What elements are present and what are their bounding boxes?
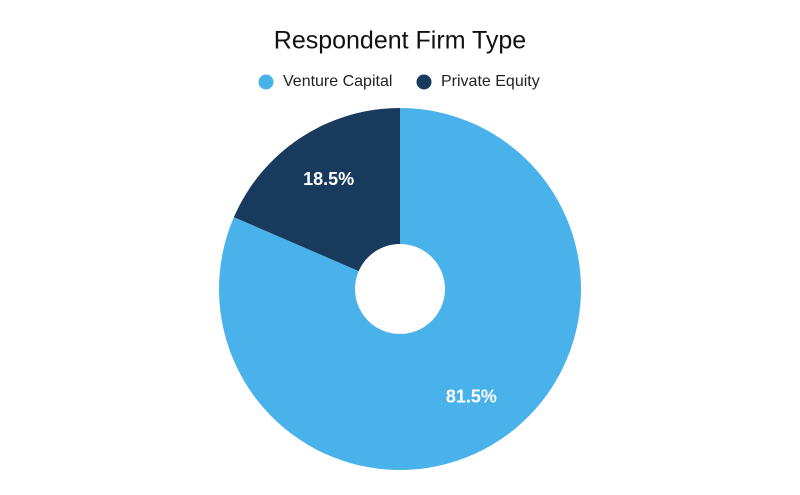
legend-text: Venture Capital	[283, 73, 392, 90]
donut-slice	[218, 108, 582, 470]
value-label: 81.5%	[446, 386, 497, 406]
legend-text: Private Equity	[441, 73, 540, 90]
chart-title: Respondent Firm Type	[274, 27, 526, 55]
legend-marker	[258, 74, 274, 90]
value-label: 18.5%	[303, 169, 354, 189]
legend-marker	[416, 74, 432, 90]
donut-slice	[233, 107, 400, 272]
